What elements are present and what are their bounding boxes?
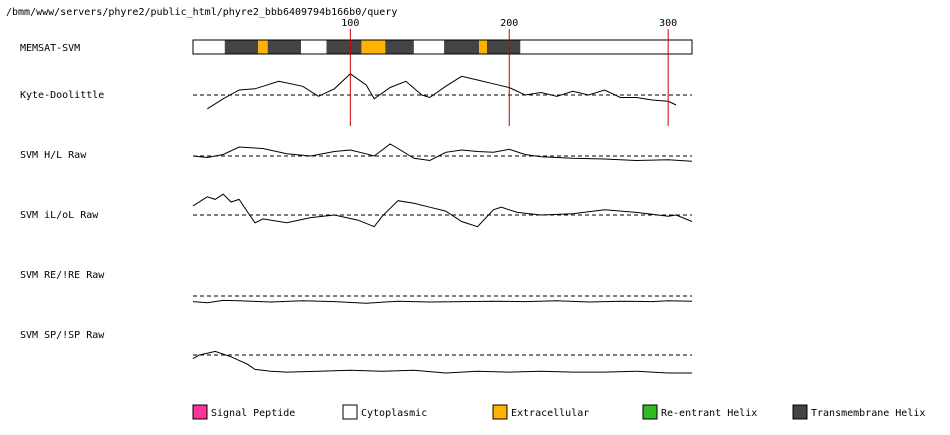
legend-swatch-re-entrant-helix	[642, 404, 658, 420]
series-label-svm-sp-sp-raw: SVM SP/!SP Raw	[20, 330, 105, 341]
memsat-segment	[385, 40, 414, 54]
series-label-kyte-doolittle: Kyte-Doolittle	[20, 90, 104, 101]
series-label-svm-h-l-raw: SVM H/L Raw	[20, 150, 87, 161]
trace-kyte-doolittle	[207, 73, 677, 110]
memsat-segment	[193, 40, 225, 54]
legend-swatch-signal-peptide	[192, 404, 208, 420]
trace-svm-il-ol-raw	[192, 193, 693, 228]
position-tick-label: 200	[500, 18, 518, 29]
memsat-segment	[301, 40, 327, 54]
memsat-segment	[326, 40, 362, 54]
legend-label-transmembrane-helix: Transmembrane Helix	[811, 408, 925, 419]
legend-swatch-cytoplasmic	[342, 404, 358, 420]
memsat-segment	[486, 40, 521, 54]
memsat-segment	[267, 40, 302, 54]
memsat-segment	[361, 40, 386, 54]
series-label-svm-il-ol-raw: SVM iL/oL Raw	[20, 210, 99, 221]
memsat-segment	[258, 40, 268, 54]
legend: Signal Peptide Cytoplasmic Extracellular Re…	[192, 404, 925, 420]
track-label-memsat: MEMSAT-SVM	[20, 43, 80, 54]
memsat-segment	[479, 40, 487, 54]
legend-swatch-extracellular	[492, 404, 508, 420]
trace-svm-re-re-raw	[192, 299, 693, 304]
position-tick-label: 100	[341, 18, 359, 29]
trace-svm-h-l-raw	[192, 143, 693, 162]
legend-label-signal-peptide: Signal Peptide	[211, 408, 295, 419]
legend-label-re-entrant-helix: Re-entrant Helix	[661, 408, 757, 419]
memsat-segment	[413, 40, 445, 54]
memsat-track-border	[192, 39, 693, 55]
legend-label-cytoplasmic: Cytoplasmic	[361, 408, 427, 419]
position-tick-label: 300	[659, 18, 677, 29]
position-markers	[349, 29, 669, 126]
trace-svm-sp-sp-raw	[192, 350, 692, 374]
position-ticks: 100 200 300	[341, 18, 677, 29]
memsat-segment	[224, 40, 259, 54]
memsat-segment	[444, 40, 480, 54]
query-path-label: /bmm/www/servers/phyre2/public_html/phyr…	[6, 7, 397, 18]
series-traces: Kyte-Doolittle SVM H/L Raw SVM iL/oL Raw SV…	[20, 73, 693, 374]
memsat-track: MEMSAT-SVM	[20, 39, 693, 55]
legend-label-extracellular: Extracellular	[511, 408, 589, 419]
legend-swatch-transmembrane-helix	[792, 404, 808, 420]
memsat-segment	[520, 40, 692, 54]
series-label-svm-re-re-raw: SVM RE/!RE Raw	[20, 270, 105, 281]
